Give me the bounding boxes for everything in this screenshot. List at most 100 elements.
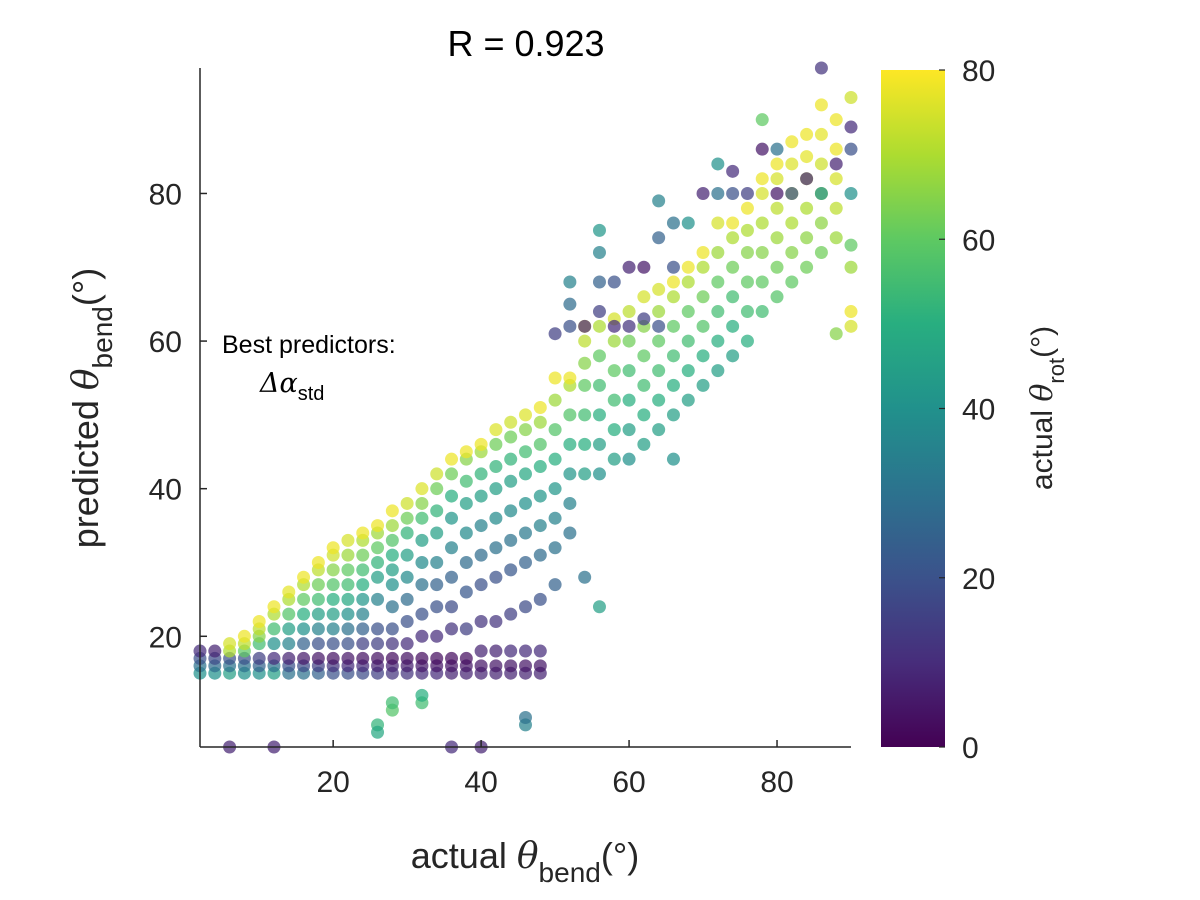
data-point [711,186,725,200]
data-point [430,651,444,665]
data-point [592,437,606,451]
data-point [666,408,680,422]
data-point [297,607,311,621]
data-point [711,246,725,260]
data-point [267,622,281,636]
data-point [445,541,459,555]
data-point [474,437,488,451]
data-point [637,437,651,451]
data-point [341,578,355,592]
data-point [666,216,680,230]
data-point [652,364,666,378]
data-point [652,282,666,296]
data-point [681,393,695,407]
data-point [814,61,828,75]
colorbar-gradient [881,70,945,747]
data-point [844,305,858,319]
data-point [489,437,503,451]
y-axis-label: predicted θbend(°) [65,268,118,548]
data-point [533,489,547,503]
data-point [489,511,503,525]
x-tick-label: 40 [464,766,497,799]
data-point [622,423,636,437]
data-point [740,223,754,237]
data-point [430,555,444,569]
data-point [592,319,606,333]
data-point [371,555,385,569]
chart-title: R = 0.923 [447,23,604,64]
data-point [474,659,488,673]
colorbar-tick-label: 80 [962,55,995,88]
data-point [519,644,532,658]
data-point [740,186,754,200]
data-point [637,378,651,392]
data-point [696,290,710,304]
data-point [711,157,725,171]
data-point [311,622,325,636]
data-point [844,319,858,333]
data-point [533,659,547,673]
data-point [637,290,651,304]
data-point [533,401,547,414]
data-point [829,157,843,171]
data-point [533,548,547,562]
x-tick-label: 20 [316,766,349,799]
data-point [711,305,725,319]
data-point [415,607,429,621]
data-point [652,423,666,437]
data-point [785,246,799,260]
data-point [726,290,740,304]
data-point [563,526,577,540]
data-point [504,533,518,547]
data-point [770,157,784,171]
data-point [652,319,666,333]
data-point [696,349,710,363]
data-point [385,600,399,614]
data-point [430,629,444,643]
data-point [770,201,784,215]
colorbar-tick-label: 60 [962,224,995,257]
data-point [533,644,547,658]
data-point [341,637,355,651]
data-point [711,216,725,230]
data-point [755,246,769,260]
data-point [356,607,370,621]
data-point [755,186,769,200]
data-point [666,290,680,304]
data-point [652,393,666,407]
data-point [415,496,429,510]
data-point [208,644,222,658]
data-point [445,600,459,614]
data-point [282,622,296,636]
data-point [800,260,814,274]
data-point [578,319,592,333]
data-point [666,349,680,363]
data-point [223,637,237,651]
data-point [459,622,473,636]
x-tick-label: 60 [612,766,645,799]
data-point [415,651,429,665]
data-point [311,607,325,621]
data-point [563,297,577,311]
data-point [622,334,636,348]
data-point [430,600,444,614]
data-point [415,688,429,702]
data-point [459,445,473,459]
data-point [800,150,814,164]
data-point [341,548,355,562]
data-point [548,393,562,407]
annotation-line2: Δαstd [259,368,324,405]
data-point [607,319,621,333]
data-point [341,592,355,606]
data-point [504,563,518,577]
data-point [519,526,532,540]
data-point [563,275,577,289]
colorbar-tick-label: 20 [962,563,995,596]
data-point [504,415,518,429]
data-point [548,371,562,385]
data-point [385,651,399,665]
data-point [814,246,828,260]
data-point [726,186,740,200]
data-point [311,651,325,665]
data-point [445,622,459,636]
